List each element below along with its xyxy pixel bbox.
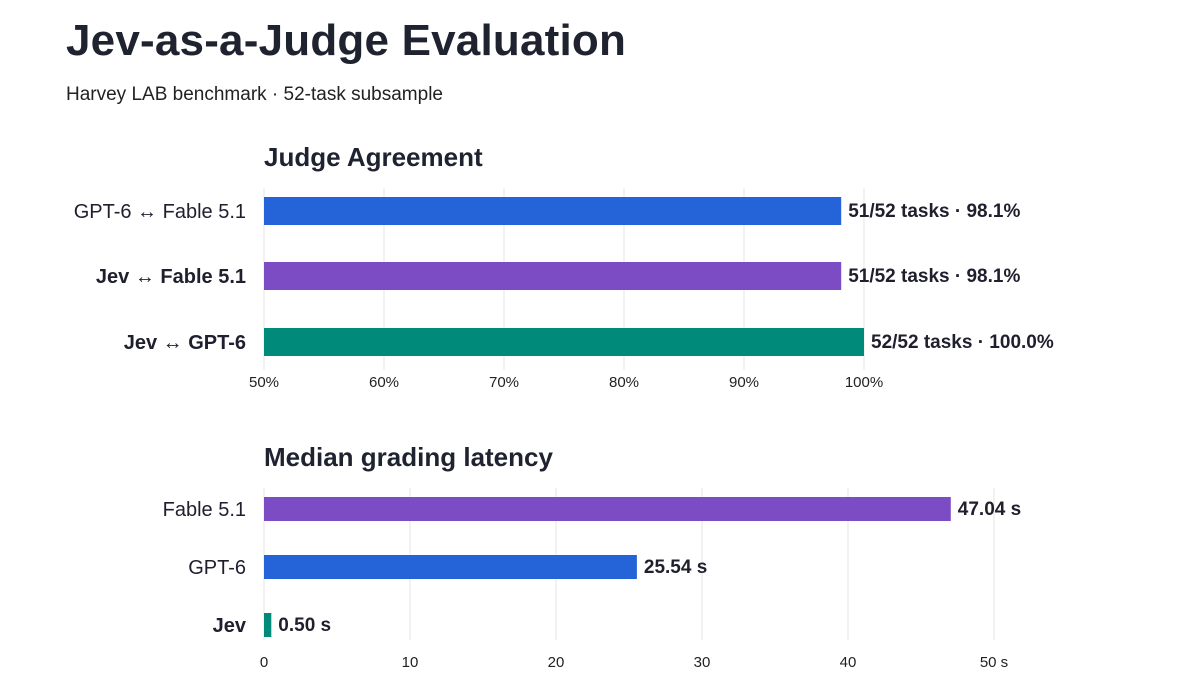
latency-chart-title: Median grading latency [264,442,553,472]
x-tick-label: 100% [845,374,883,391]
bar [264,613,272,637]
x-tick-label: 50% [249,374,279,391]
data-label: 47.04 s [958,499,1021,520]
x-tick-label: 0 [260,654,268,671]
data-label: 51/52 tasks · 98.1% [848,266,1020,287]
bar [264,328,864,356]
category-label: GPT-6 ↔ Fable 5.1 [74,201,246,223]
data-label: 52/52 tasks · 100.0% [871,332,1054,353]
x-tick-label: 30 [694,654,711,671]
category-label: GPT-6 [188,557,246,579]
x-tick-label: 60% [369,374,399,391]
bar [264,197,842,225]
x-tick-label: 20 [548,654,565,671]
bar [264,555,637,579]
category-label: Jev [213,615,247,637]
data-label: 51/52 tasks · 98.1% [848,201,1020,222]
data-label: 0.50 s [278,615,331,636]
page-title: Jev-as-a-Judge Evaluation [66,16,627,65]
page-subtitle: Harvey LAB benchmark · 52-task subsample [66,84,443,105]
bar [264,497,951,521]
bar [264,262,842,290]
category-label: Fable 5.1 [163,499,246,521]
agreement-chart-title: Judge Agreement [264,142,483,172]
x-tick-label: 40 [840,654,857,671]
x-tick-label: 10 [402,654,419,671]
x-tick-label: 50 s [980,654,1008,671]
agreement-chart: 50% 60% 70% 80% 90% 100% GPT-6 ↔ Fable 5.1 51/5… [74,188,1054,391]
x-tick-label: 80% [609,374,639,391]
category-label: Jev ↔ Fable 5.1 [96,266,246,288]
latency-chart: 0 10 20 30 40 50 s Fable 5.1 47.04 s GPT-6 25.54 … [163,488,1021,671]
x-tick-label: 90% [729,374,759,391]
data-label: 25.54 s [644,557,707,578]
category-label: Jev ↔ GPT-6 [124,332,246,354]
x-tick-label: 70% [489,374,519,391]
